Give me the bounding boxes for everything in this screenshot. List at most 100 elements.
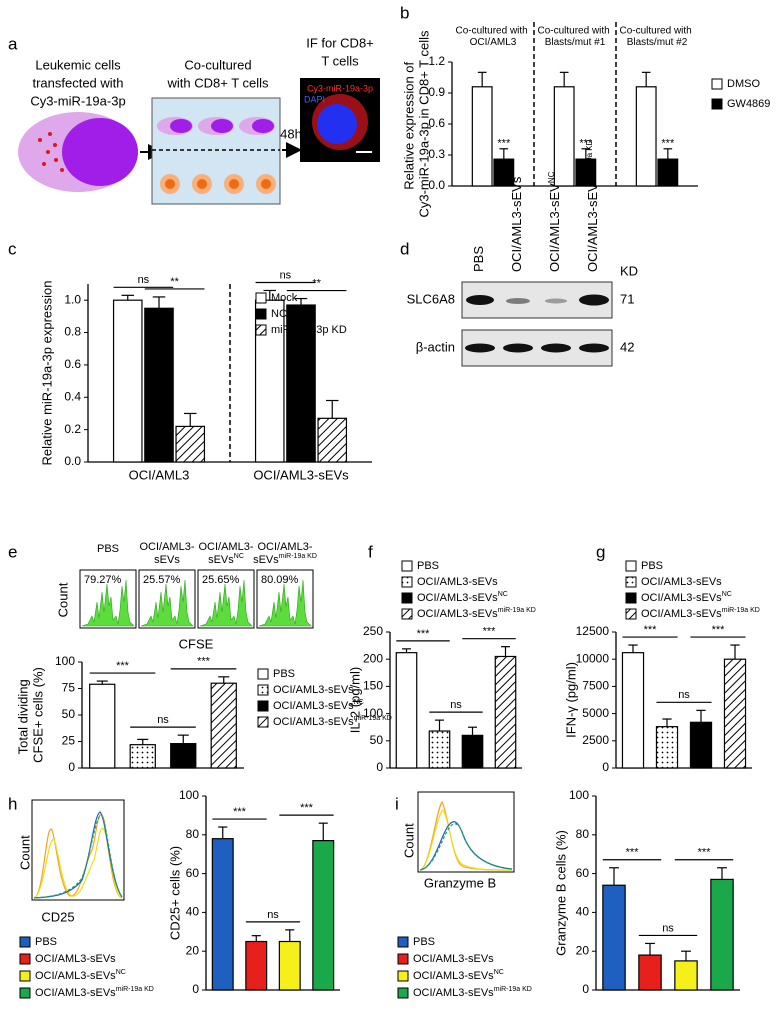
lane-label: OCI/AML3-sEVNC: [547, 171, 563, 272]
legend-swatch: [625, 608, 637, 620]
legend-swatch: [257, 700, 269, 712]
panel-letter: b: [400, 3, 409, 22]
flow-xlabel: CD25: [41, 909, 74, 924]
y-tick-label: 100: [179, 788, 199, 802]
y-tick-label: 40: [186, 905, 200, 919]
significance-label: ***: [661, 138, 675, 150]
bar: [494, 655, 517, 769]
legend-label-text: PBS: [641, 560, 663, 572]
legend-label: OCI/AML3-sEVsNC: [273, 699, 364, 712]
legend-label: OCI/AML3-sEVsmiR-19a KD: [417, 607, 536, 620]
time-label: 48h: [280, 126, 302, 141]
legend-swatch: [397, 953, 409, 965]
y-axis-label: IFN-γ (pg/ml): [563, 662, 578, 738]
legend-swatch: [255, 308, 267, 320]
y-tick-label: 0: [582, 982, 589, 996]
flow-h: Count CD25: [17, 799, 125, 924]
y-tick-label: 0: [602, 760, 609, 774]
kd-unit: KD: [620, 263, 638, 278]
bar: [428, 730, 451, 769]
coculture-text: with CD8+ T cells: [166, 75, 269, 90]
legend-label: NC: [271, 308, 287, 320]
bar: [175, 425, 206, 463]
y-axis-label: Granzyme B cells (%): [553, 830, 568, 956]
y-tick-label: 0.0: [428, 178, 445, 192]
legend-label-text: OCI/AML3-sEVs: [641, 608, 722, 620]
chart-i: i 0 20 40 60 80 100 Granzyme B cells (%) *** *** n…: [395, 788, 740, 999]
flow-ylabel: Count: [401, 823, 416, 858]
y-tick-label: 200: [363, 651, 383, 665]
legend-label: PBS: [417, 560, 439, 572]
legend-label-text: OCI/AML3-sEVs: [641, 576, 722, 588]
legend-label: PBS: [641, 560, 663, 572]
bar: [723, 658, 747, 769]
legend-label-text: OCI/AML3-sEVs: [417, 608, 498, 620]
bands: [466, 294, 609, 306]
legend-swatch: [397, 970, 409, 982]
y-tick-label: 80: [186, 827, 200, 841]
y-tick-label: 0.3: [428, 147, 445, 161]
coculture-text: Co-cultured: [184, 57, 251, 72]
panel-letter: a: [8, 34, 18, 53]
flow-column-label: PBS: [97, 543, 119, 555]
legend-label: OCI/AML3-sEVsNC: [413, 969, 504, 982]
y-tick-label: 75: [62, 681, 76, 695]
lane-label-text: PBS: [471, 246, 486, 272]
legend-label-text: miR-19a-3p KD: [271, 324, 347, 336]
legend-swatch: [401, 576, 413, 588]
flow-percent: 80.09%: [261, 574, 299, 586]
significance-label: ***: [497, 138, 511, 150]
flow-column-label: sEVsNC: [208, 553, 244, 566]
legend-label-text: OCI/AML3-sEVs: [413, 970, 494, 982]
significance-label: ***: [579, 138, 593, 150]
y-tick-label: 0: [376, 760, 383, 774]
y-tick-label: 100: [55, 654, 75, 668]
panel-letter: f: [368, 542, 373, 561]
y-tick-label: 100: [569, 788, 589, 802]
legend-swatch: [19, 953, 31, 965]
bar: [635, 86, 657, 187]
legend-swatch: [19, 970, 31, 982]
flow-column-label-text: sEVs: [208, 554, 234, 566]
significance-label: ***: [626, 847, 640, 859]
y-tick-label: 5000: [582, 706, 609, 720]
y-tick-label: 0.6: [64, 357, 81, 371]
significance-label: ns: [138, 274, 150, 286]
significance-label: ***: [233, 806, 247, 818]
bar: [710, 878, 734, 991]
y-tick-label: 80: [576, 827, 590, 841]
bar: [575, 158, 597, 187]
y-tick-label: 50: [370, 733, 384, 747]
lane-label-text: OCI/AML3-sEVs: [509, 176, 524, 272]
bar: [461, 734, 484, 769]
lane-label: OCI/AML3-sEVs: [509, 176, 524, 272]
bar: [621, 652, 645, 769]
bar: [674, 960, 698, 991]
legend-swatch: [625, 576, 637, 588]
t-cells: [160, 174, 276, 194]
legend-label-text: OCI/AML3-sEVs: [641, 592, 722, 604]
legend-label-text: Mock: [271, 292, 298, 304]
y-tick-label: 100: [363, 706, 383, 720]
legend-label: OCI/AML3-sEVsNC: [35, 969, 126, 982]
y-axis-label: Relative miR-19a-3p expression: [39, 281, 54, 466]
y-tick-label: 10000: [576, 651, 610, 665]
y-tick-label: 20: [576, 943, 590, 957]
flow-curve: [419, 809, 513, 871]
bar: [638, 954, 662, 991]
y-tick-label: 7500: [582, 679, 609, 693]
legend-label-text: OCI/AML3-sEVs: [35, 953, 116, 965]
row-label: SLC6A8: [407, 291, 455, 306]
bar: [602, 884, 626, 991]
flow-curve: [33, 814, 123, 899]
legend-label-sup: miR-19a KD: [116, 986, 154, 993]
category-label: OCI/AML3-sEVs: [253, 467, 349, 482]
bar: [553, 86, 575, 187]
legend-label: Mock: [271, 292, 298, 304]
category-label: Co-cultured with Blasts/mut #1: [537, 25, 612, 48]
stain-label: DAPI: [304, 94, 325, 104]
flow-xlabel: CFSE: [179, 636, 214, 651]
y-tick-label: 20: [186, 943, 200, 957]
chart-g: g 0 2500 5000 7500 10000 12500 IFN-γ (pg/ml) ***…: [563, 542, 759, 774]
legend-swatch: [397, 987, 409, 999]
